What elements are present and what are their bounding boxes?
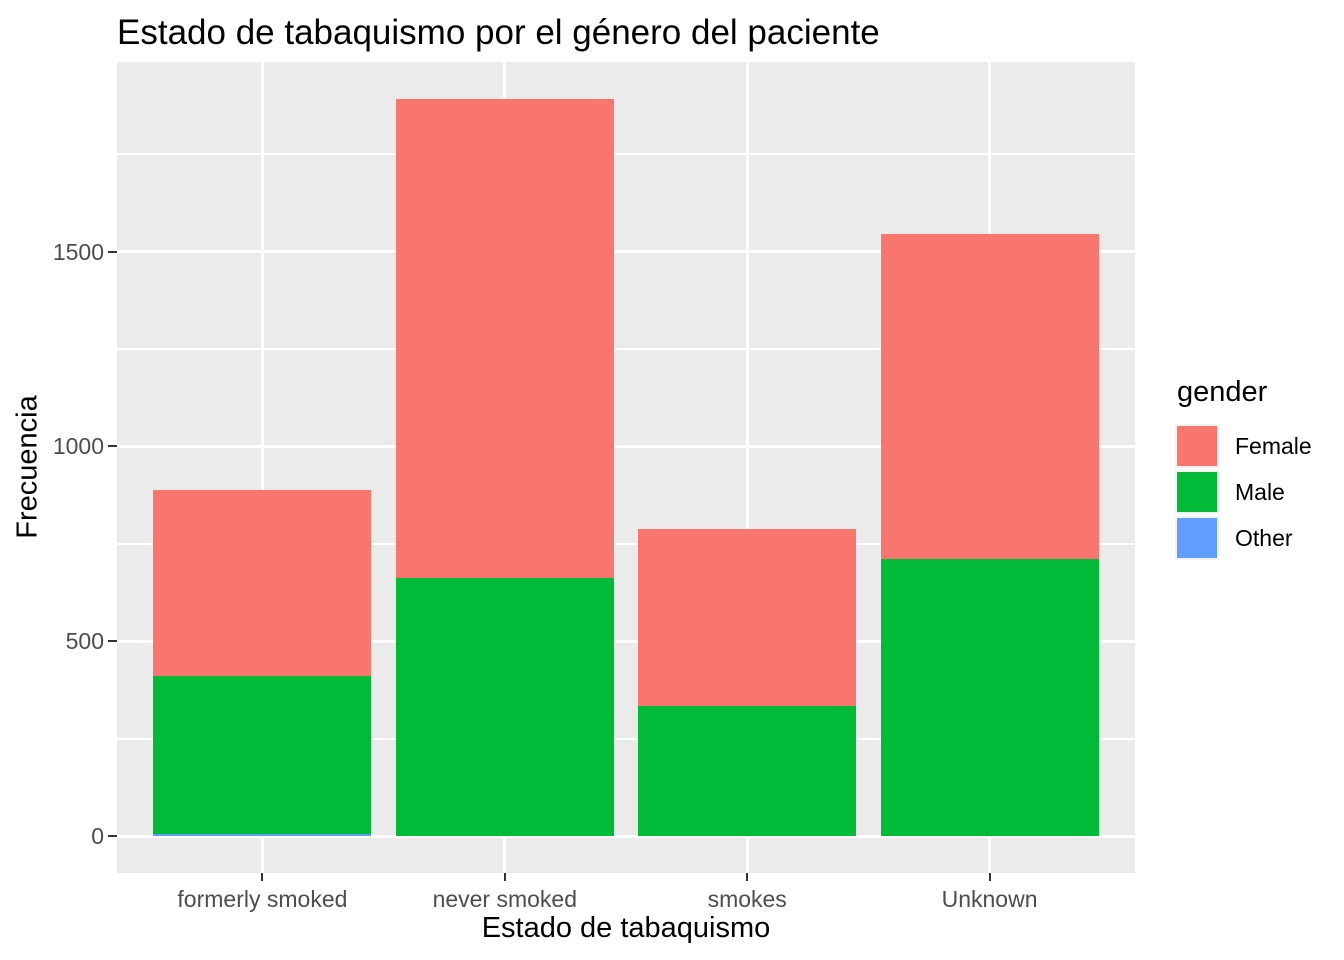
y-tick-label: 500	[65, 628, 104, 655]
chart-panel	[117, 62, 1135, 873]
bar-segment-male	[395, 577, 614, 837]
legend-swatch-female	[1177, 426, 1217, 466]
gridline-minor	[117, 542, 1135, 545]
gridline-major	[117, 834, 1135, 838]
gridline-minor	[117, 153, 1135, 156]
bar-segment-other	[153, 834, 372, 837]
gridline-vertical	[745, 62, 749, 873]
x-tick-mark	[988, 873, 991, 881]
legend-key	[1175, 424, 1219, 468]
legend-item-male: Male	[1175, 469, 1312, 515]
bar-segment-female	[638, 528, 857, 707]
x-tick-label: smokes	[707, 886, 787, 912]
y-tick-mark	[108, 445, 117, 448]
legend-swatch-male	[1177, 472, 1217, 512]
y-tick-label: 1000	[52, 433, 104, 460]
legend: gender Female Male Other	[1175, 376, 1312, 561]
legend-key	[1175, 470, 1219, 514]
x-tick-label: formerly smoked	[177, 886, 348, 912]
y-tick-label: 1500	[52, 238, 104, 265]
legend-title: gender	[1177, 376, 1268, 408]
bar-segment-female	[880, 234, 1099, 559]
y-tick-label: 0	[91, 823, 104, 850]
gridline-minor	[117, 348, 1135, 351]
legend-item-other: Other	[1175, 515, 1312, 561]
plot-title: Estado de tabaquismo por el género del p…	[117, 13, 880, 52]
legend-key	[1175, 516, 1219, 560]
bar-segment-male	[880, 558, 1099, 837]
gridline-major	[117, 444, 1135, 448]
bar-segment-female	[153, 489, 372, 676]
x-tick-label: Unknown	[941, 886, 1038, 912]
legend-item-female: Female	[1175, 423, 1312, 469]
y-tick-mark	[108, 835, 117, 838]
gridline-minor	[117, 737, 1135, 740]
y-tick-mark	[108, 640, 117, 643]
gridline-major	[117, 639, 1135, 643]
legend-label: Other	[1235, 524, 1293, 551]
y-axis-title: Frecuencia	[11, 395, 44, 539]
bar-segment-male	[153, 675, 372, 835]
legend-swatch-other	[1177, 518, 1217, 558]
legend-label: Female	[1235, 432, 1312, 459]
y-tick-mark	[108, 250, 117, 253]
legend-label: Male	[1235, 478, 1285, 505]
x-tick-label: never smoked	[432, 886, 578, 912]
x-tick-mark	[261, 873, 264, 881]
x-tick-mark	[746, 873, 749, 881]
legend-rows: Female Male Other	[1175, 423, 1312, 561]
gridline-major	[117, 250, 1135, 254]
bar-segment-female	[395, 98, 614, 578]
x-axis-title: Estado de tabaquismo	[481, 912, 771, 944]
bar-segment-male	[638, 706, 857, 837]
x-tick-mark	[503, 873, 506, 881]
gridline-vertical	[260, 62, 264, 873]
